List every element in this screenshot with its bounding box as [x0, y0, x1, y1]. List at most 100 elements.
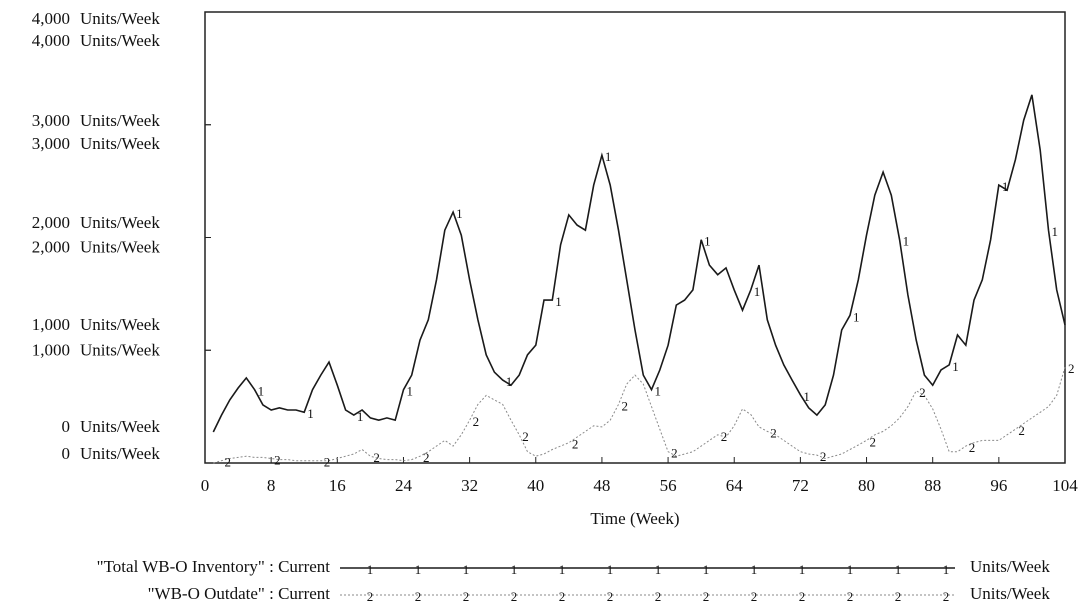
series-marker: 2: [225, 455, 232, 470]
series-marker: 1: [605, 149, 612, 164]
series-marker: 2: [473, 414, 480, 429]
y-tick-label: 0: [62, 417, 71, 436]
series-marker: 1: [704, 234, 711, 249]
series-marker: 2: [572, 437, 579, 452]
series-marker: 2: [324, 455, 331, 470]
y-tick-unit: Units/Week: [80, 315, 160, 334]
series-marker: 1: [903, 234, 910, 249]
series-marker: 1: [853, 309, 860, 324]
series-marker: 1: [406, 384, 413, 399]
legend-marker: 1: [367, 562, 374, 577]
series-marker: 2: [274, 452, 281, 467]
legend-marker: 2: [895, 589, 902, 602]
y-tick-unit: Units/Week: [80, 9, 160, 28]
legend-marker: 1: [943, 562, 950, 577]
y-tick-unit: Units/Week: [80, 111, 160, 130]
series-marker: 1: [754, 284, 761, 299]
series-line: [212, 94, 1066, 433]
x-tick-label: 40: [527, 476, 544, 495]
legend-label: "Total WB-O Inventory" : Current: [97, 557, 331, 576]
series-marker: 2: [1018, 423, 1025, 438]
x-tick-label: 32: [461, 476, 478, 495]
series-marker: 1: [1051, 224, 1058, 239]
series-marker: 2: [522, 429, 529, 444]
x-tick-label: 104: [1052, 476, 1078, 495]
legend-label: "WB-O Outdate" : Current: [148, 584, 331, 602]
series-marker: 2: [919, 385, 926, 400]
legend-marker: 2: [367, 589, 374, 602]
legend-marker: 2: [415, 589, 422, 602]
series-marker: 2: [770, 425, 777, 440]
legend-marker: 2: [511, 589, 518, 602]
x-tick-label: 24: [395, 476, 413, 495]
legend-marker: 1: [655, 562, 662, 577]
x-tick-label: 72: [792, 476, 809, 495]
y-tick-unit: Units/Week: [80, 444, 160, 463]
series-marker: 2: [1068, 361, 1075, 376]
series-marker: 1: [357, 409, 364, 424]
y-tick-unit: Units/Week: [80, 417, 160, 436]
series-marker: 1: [555, 294, 562, 309]
y-tick-unit: Units/Week: [80, 134, 160, 153]
legend-marker: 2: [751, 589, 758, 602]
series-marker: 1: [952, 359, 959, 374]
series-marker: 2: [969, 440, 976, 455]
x-tick-label: 0: [201, 476, 210, 495]
legend-unit: Units/Week: [970, 584, 1050, 602]
x-tick-label: 56: [660, 476, 677, 495]
series-marker: 2: [423, 450, 430, 465]
x-tick-label: 80: [858, 476, 875, 495]
legend-marker: 1: [895, 562, 902, 577]
legend-marker: 1: [703, 562, 710, 577]
legend-marker: 2: [799, 589, 806, 602]
y-tick-unit: Units/Week: [80, 237, 160, 256]
series-marker: 2: [870, 434, 877, 449]
y-tick-label: 1,000: [32, 315, 70, 334]
legend-marker: 1: [751, 562, 758, 577]
series-marker: 1: [1002, 179, 1009, 194]
legend-marker: 1: [799, 562, 806, 577]
legend-marker: 1: [415, 562, 422, 577]
x-axis-title: Time (Week): [590, 509, 679, 528]
legend-marker: 2: [847, 589, 854, 602]
legend-marker: 2: [703, 589, 710, 602]
plot-frame: [204, 11, 1066, 464]
legend-marker: 1: [463, 562, 470, 577]
series-marker: 1: [307, 406, 314, 421]
series-marker: 2: [373, 450, 380, 465]
series-marker: 2: [671, 446, 678, 461]
y-tick-label: 2,000: [32, 213, 70, 232]
y-tick-label: 3,000: [32, 111, 70, 130]
x-tick-label: 8: [267, 476, 276, 495]
legend-unit: Units/Week: [970, 557, 1050, 576]
y-tick-label: 3,000: [32, 134, 70, 153]
x-tick-label: 96: [990, 476, 1007, 495]
series-marker: 2: [621, 398, 628, 413]
x-tick-label: 64: [726, 476, 744, 495]
series-marker: 1: [456, 206, 463, 221]
x-tick-label: 88: [924, 476, 941, 495]
y-tick-unit: Units/Week: [80, 213, 160, 232]
series-marker: 1: [803, 389, 810, 404]
x-tick-label: 16: [329, 476, 346, 495]
legend-marker: 2: [559, 589, 566, 602]
x-tick-label: 48: [593, 476, 610, 495]
legend-marker: 1: [511, 562, 518, 577]
legend-marker: 1: [607, 562, 614, 577]
y-tick-label: 1,000: [32, 341, 70, 360]
legend-marker: 1: [847, 562, 854, 577]
y-tick-label: 4,000: [32, 31, 70, 50]
y-tick-label: 4,000: [32, 9, 70, 28]
y-tick-unit: Units/Week: [80, 31, 160, 50]
series-line: [213, 367, 1066, 464]
series-marker: 1: [506, 374, 513, 389]
y-tick-label: 2,000: [32, 237, 70, 256]
series-marker: 1: [655, 384, 662, 399]
legend-marker: 2: [943, 589, 950, 602]
y-tick-label: 0: [62, 444, 71, 463]
series-marker: 2: [721, 429, 728, 444]
series-marker: 2: [820, 449, 827, 464]
legend-marker: 2: [607, 589, 614, 602]
series-marker: 1: [258, 384, 265, 399]
